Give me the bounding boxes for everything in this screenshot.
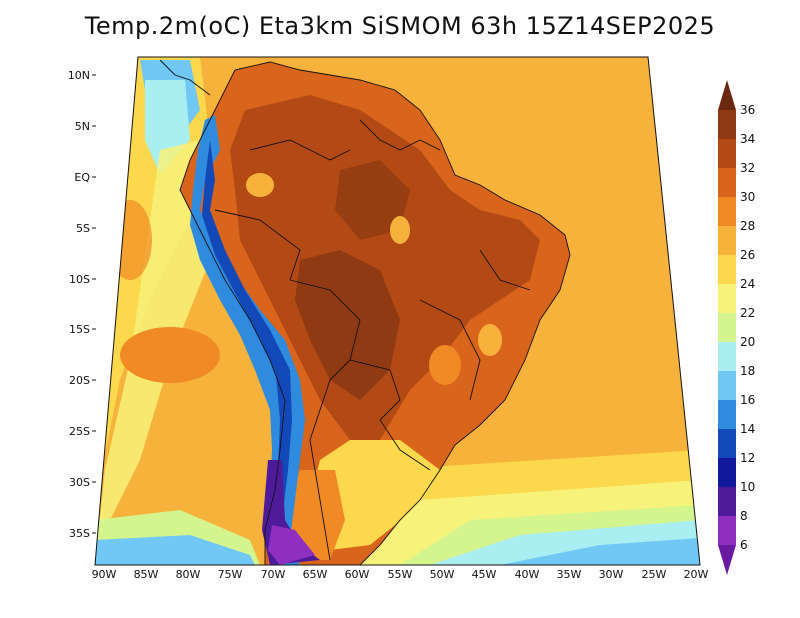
- lat-label-30s: 30S: [69, 476, 90, 489]
- lat-label-10n: 10N: [68, 69, 90, 82]
- border-guianas: [359, 119, 441, 151]
- colorbar-label: 6: [740, 538, 748, 552]
- colorbar-bottom-arrow: [718, 545, 736, 575]
- lon-label-20w: 20W: [684, 568, 709, 581]
- border-argentina-chile: [309, 379, 331, 561]
- patagonia-coldest: [268, 525, 315, 565]
- colorbar-segment: [718, 284, 736, 313]
- domain-frame: [94, 56, 701, 566]
- colorbar-segment: [718, 226, 736, 255]
- colorbar-segment: [718, 516, 736, 545]
- hot-interior: [230, 95, 540, 440]
- colorbar-segment: [718, 429, 736, 458]
- highland-patch-4: [478, 324, 502, 356]
- colorbar-segment: [718, 255, 736, 284]
- lat-label-15s: 15S: [69, 323, 90, 336]
- colorbar-label: 12: [740, 451, 755, 465]
- coastline-east: [234, 61, 571, 565]
- border-bolivia: [289, 279, 361, 381]
- lon-label-65w: 65W: [303, 568, 328, 581]
- colorbar-segment: [718, 110, 736, 139]
- lon-label-80w: 80W: [176, 568, 201, 581]
- lon-label-45w: 45W: [472, 568, 497, 581]
- border-peru-brazil: [214, 209, 301, 281]
- colorbar-label: 28: [740, 219, 755, 233]
- colorbar-label: 8: [740, 509, 748, 523]
- colorbar-segment: [718, 197, 736, 226]
- highland-patch-3: [429, 345, 461, 385]
- lon-label-60w: 60W: [345, 568, 370, 581]
- map-domain: [95, 57, 700, 565]
- highland-patch-2: [390, 216, 410, 244]
- coastline-west: [179, 69, 286, 565]
- lat-label-20s: 20S: [69, 374, 90, 387]
- colorbar-segment: [718, 313, 736, 342]
- border-paraguay: [349, 359, 401, 421]
- colorbar-label: 36: [740, 103, 755, 117]
- colorbar-segment: [718, 487, 736, 516]
- lon-label-30w: 30W: [599, 568, 624, 581]
- hot-core-north: [335, 160, 410, 240]
- border-brazil-states: [479, 249, 531, 291]
- colorbar-segment: [718, 342, 736, 371]
- lat-label-5n: 5N: [75, 120, 90, 133]
- lat-label-35s: 35S: [69, 527, 90, 540]
- border-colombia-venezuela: [249, 139, 351, 161]
- lon-label-70w: 70W: [261, 568, 286, 581]
- map-title: Temp.2m(oC) Eta3km SiSMOM 63h 15Z14SEP20…: [84, 12, 716, 40]
- colorbar-label: 16: [740, 393, 755, 407]
- colorbar-segment: [718, 458, 736, 487]
- colorbar-label: 32: [740, 161, 755, 175]
- colorbar-label: 26: [740, 248, 755, 262]
- south-pacific-blue: [95, 535, 255, 565]
- colorbar-label: 14: [740, 422, 755, 436]
- colorbar-segment: [718, 168, 736, 197]
- pacific-warm-blob-2: [108, 200, 152, 280]
- lon-label-90w: 90W: [92, 568, 117, 581]
- lon-label-50w: 50W: [430, 568, 455, 581]
- lat-label-eq: EQ: [74, 171, 90, 184]
- lon-label-75w: 75W: [218, 568, 243, 581]
- lat-label-5s: 5S: [76, 222, 90, 235]
- colorbar-label: 34: [740, 132, 755, 146]
- colorbar-label: 30: [740, 190, 755, 204]
- latitude-axis: 10N 5N EQ 5S 10S 15S 20S 25S 30S 35S: [68, 69, 96, 540]
- colorbar-label: 10: [740, 480, 755, 494]
- south-atlantic-blue: [500, 538, 700, 565]
- colorbar-label: 18: [740, 364, 755, 378]
- colorbar-label: 22: [740, 306, 755, 320]
- lon-label-40w: 40W: [515, 568, 540, 581]
- colorbar-segment: [718, 400, 736, 429]
- lat-label-10s: 10S: [69, 273, 90, 286]
- ocean-north-atlantic: [350, 57, 660, 200]
- lon-label-35w: 35W: [557, 568, 582, 581]
- lat-label-25s: 25S: [69, 425, 90, 438]
- longitude-axis: 90W 85W 80W 75W 70W 65W 60W 55W 50W 45W …: [92, 568, 709, 581]
- highland-patch: [246, 173, 274, 197]
- border-brazil-states-2: [419, 299, 481, 401]
- colorbar: 36 34 32 30 28 26 24 22 20 18 16 14 12 10 8 6: [718, 80, 755, 575]
- colorbar-label: 20: [740, 335, 755, 349]
- country-borders: [159, 59, 571, 565]
- pacific-warm-blob: [120, 327, 220, 383]
- central-america-coast: [159, 59, 211, 96]
- colorbar-segment: [718, 139, 736, 168]
- andes-colder-band: [202, 140, 292, 565]
- colorbar-label: 24: [740, 277, 755, 291]
- colorbar-segment: [718, 371, 736, 400]
- lon-label-55w: 55W: [388, 568, 413, 581]
- colorbar-top-arrow: [718, 80, 736, 110]
- lon-label-85w: 85W: [134, 568, 159, 581]
- border-uruguay: [379, 419, 431, 471]
- lon-label-25w: 25W: [642, 568, 667, 581]
- andes-cold-band: [190, 115, 305, 565]
